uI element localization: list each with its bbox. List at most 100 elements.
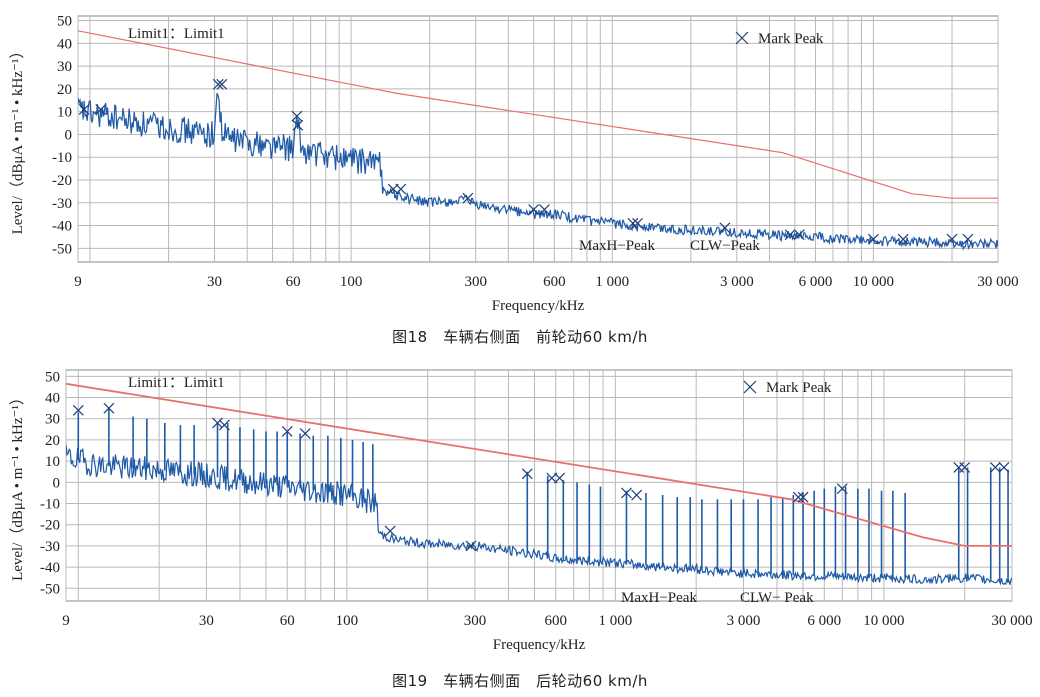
y-tick-label: 10	[57, 105, 72, 121]
x-tick-label: 30 000	[977, 274, 1018, 290]
y-tick-label: -10	[40, 497, 60, 513]
peak-markers	[72, 402, 1010, 552]
clw-peak-label: CLW−Peak	[690, 238, 760, 254]
peak-markers	[78, 78, 974, 245]
x-tick-label: 600	[543, 274, 566, 290]
peak-marker	[836, 483, 848, 495]
peak-marker	[631, 489, 643, 501]
y-tick-label: 10	[45, 454, 60, 470]
peak-marker	[78, 103, 90, 115]
measurement-trace	[66, 444, 1012, 586]
x-tick-label: 600	[545, 613, 568, 629]
peak-marker	[291, 110, 303, 122]
y-tick-label: 50	[45, 369, 60, 385]
x-axis-title: Frequency/kHz	[492, 298, 585, 314]
y-tick-label: 50	[57, 14, 72, 30]
figure-caption: 图19 车辆右侧面 后轮动60 km/h	[392, 672, 648, 690]
peak-marker	[959, 462, 971, 473]
limit-label: Limit1：Limit1	[128, 26, 225, 42]
peak-marker	[462, 192, 474, 204]
peak-marker	[95, 103, 107, 115]
y-tick-label: 30	[57, 59, 72, 75]
figure-caption: 图18 车辆右侧面 前轮动60 km/h	[392, 328, 648, 346]
y-tick-label: 30	[45, 412, 60, 428]
y-tick-label: -50	[52, 241, 72, 257]
y-tick-label: 40	[57, 36, 72, 52]
maxh-peak-label: MaxH−Peak	[621, 590, 697, 606]
x-tick-label: 10 000	[863, 613, 904, 629]
peak-marker	[292, 119, 304, 131]
figure-18: 50 40 30 20 10 0 -10 -20 -30 -40 -50 9 30 60 100 300 600…	[9, 14, 1019, 346]
y-tick-label: -40	[40, 560, 60, 576]
peak-marker	[528, 204, 540, 216]
x-tick-label: 9	[62, 613, 70, 629]
peak-marker	[212, 417, 223, 429]
x-tick-label: 300	[464, 274, 487, 290]
peak-marker	[539, 204, 550, 216]
x-tick-label: 100	[336, 613, 359, 629]
peak-marker	[299, 428, 311, 440]
y-tick-label: -10	[52, 150, 72, 166]
y-tick-label: -30	[52, 196, 72, 212]
peak-marker	[793, 229, 805, 241]
x-tick-label: 60	[280, 613, 295, 629]
x-tick-label: 10 000	[853, 274, 894, 290]
x-tick-label: 1 000	[595, 274, 629, 290]
peak-marker	[792, 491, 804, 503]
peak-marker	[218, 419, 230, 431]
limit-line	[65, 382, 1012, 547]
peak-marker	[897, 233, 909, 245]
maxh-peak-label: MaxH−Peak	[579, 238, 655, 254]
peak-marker	[554, 472, 566, 484]
limit-label: Limit1：Limit1	[128, 375, 225, 391]
x-tick-label: 6 000	[799, 274, 833, 290]
mark-peak-label: Mark Peak	[758, 31, 824, 47]
mark-peak-icon	[743, 380, 757, 394]
peak-marker	[387, 183, 399, 195]
x-axis-title: Frequency/kHz	[493, 637, 586, 653]
clw-peak-label: CLW− Peak	[740, 590, 814, 606]
peak-marker	[103, 402, 115, 414]
y-tick-label: 20	[57, 82, 72, 98]
peak-marker	[212, 78, 224, 90]
y-tick-label: -20	[52, 173, 72, 189]
grid	[77, 16, 999, 262]
peak-marker	[962, 233, 974, 245]
x-tick-label: 6 000	[807, 613, 841, 629]
peak-marker	[867, 233, 879, 245]
mark-peak-label: Mark Peak	[766, 380, 832, 396]
peak-marker	[632, 217, 643, 229]
peak-marker	[946, 233, 958, 245]
y-tick-label: 20	[45, 433, 60, 449]
x-tick-label: 30	[199, 613, 214, 629]
peak-marker	[216, 78, 228, 90]
measurement-series	[66, 444, 1012, 586]
peak-marker	[797, 491, 809, 503]
peak-marker	[784, 229, 796, 241]
peak-marker	[621, 487, 632, 499]
peak-marker	[989, 462, 1001, 473]
y-tick-label: 40	[45, 391, 60, 407]
peak-marker	[465, 540, 477, 552]
x-tick-label: 3 000	[727, 613, 761, 629]
peak-marker	[521, 468, 533, 480]
y-tick-label: 0	[53, 475, 61, 491]
peak-marker	[384, 525, 396, 537]
peak-marker	[998, 462, 1010, 473]
peak-marker	[395, 183, 407, 195]
peak-marker	[72, 404, 84, 416]
y-axis-title: Level/（dBμA • m⁻¹ • kHz⁻¹）	[9, 44, 26, 235]
y-tick-label: -30	[40, 539, 60, 555]
x-tick-label: 9	[74, 274, 82, 290]
x-tick-label: 3 000	[720, 274, 754, 290]
peak-marker	[627, 217, 639, 229]
limit-line	[77, 30, 998, 199]
spike-group	[77, 408, 1009, 582]
peak-marker	[281, 426, 293, 437]
x-tick-label: 300	[464, 613, 487, 629]
x-tick-label: 100	[340, 274, 363, 290]
peak-marker	[546, 472, 558, 484]
x-tick-label: 1 000	[598, 613, 632, 629]
